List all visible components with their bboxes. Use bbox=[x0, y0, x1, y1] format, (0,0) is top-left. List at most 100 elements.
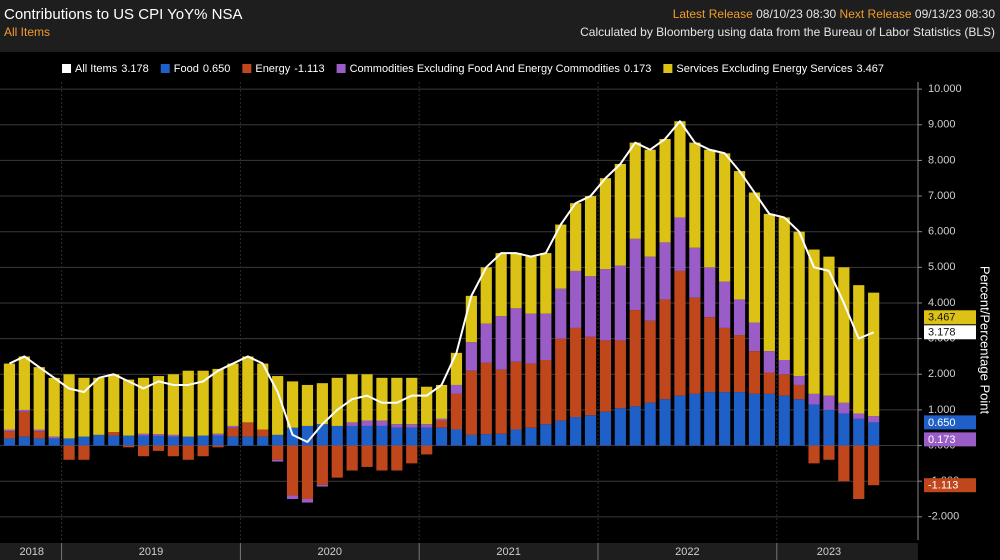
bar-segment bbox=[629, 310, 641, 407]
bar-segment bbox=[793, 384, 805, 400]
bar-segment bbox=[316, 445, 328, 485]
bar-segment bbox=[868, 292, 880, 417]
bar-segment bbox=[584, 415, 597, 446]
bar-segment bbox=[644, 149, 656, 257]
bar-segment bbox=[406, 377, 418, 425]
bar-segment bbox=[719, 281, 731, 328]
bar-segment bbox=[272, 376, 284, 435]
bar-segment bbox=[838, 413, 850, 446]
bar-segment bbox=[540, 360, 552, 425]
bar-segment bbox=[182, 445, 194, 460]
y-tick-label: 10.000 bbox=[928, 83, 962, 95]
bar-segment bbox=[868, 416, 880, 423]
bar-segment bbox=[704, 317, 716, 393]
bar-segment bbox=[3, 431, 16, 439]
bar-segment bbox=[808, 445, 820, 464]
bar-segment bbox=[614, 163, 626, 266]
bar-segment bbox=[33, 431, 45, 439]
bar-segment bbox=[555, 288, 567, 339]
bar-segment bbox=[435, 427, 448, 446]
bar-segment bbox=[763, 372, 775, 394]
bar-segment bbox=[212, 368, 224, 434]
y-tick-label: 2.000 bbox=[928, 368, 956, 380]
bar-segment bbox=[3, 429, 16, 432]
bar-segment bbox=[495, 316, 507, 370]
bar-segment bbox=[286, 495, 299, 500]
bar-segment bbox=[108, 432, 120, 436]
bar-segment bbox=[435, 384, 448, 419]
bar-segment bbox=[301, 499, 314, 503]
bar-segment bbox=[286, 381, 299, 428]
bar-segment bbox=[733, 171, 746, 300]
bar-segment bbox=[450, 429, 463, 446]
bar-segment bbox=[853, 445, 865, 500]
bar-segment bbox=[823, 256, 835, 396]
legend-swatch bbox=[160, 64, 170, 73]
bar-segment bbox=[391, 377, 403, 425]
bar-segment bbox=[823, 395, 835, 410]
bar-segment bbox=[242, 422, 254, 437]
value-badge bbox=[924, 432, 976, 447]
bar-segment bbox=[853, 285, 865, 414]
bar-segment bbox=[361, 425, 373, 446]
value-badge-label: 0.650 bbox=[928, 417, 956, 429]
bar-segment bbox=[406, 445, 418, 464]
bar-segment bbox=[480, 323, 492, 363]
bar-segment bbox=[614, 408, 626, 446]
bar-segment bbox=[63, 445, 75, 460]
bar-segment bbox=[152, 376, 165, 435]
bar-segment bbox=[257, 363, 269, 430]
y-tick-label: -2.000 bbox=[928, 511, 959, 523]
bar-segment bbox=[286, 445, 299, 496]
x-axis-strip bbox=[0, 543, 918, 560]
bar-segment bbox=[63, 438, 75, 446]
bar-segment bbox=[748, 351, 761, 394]
bar-segment bbox=[480, 434, 492, 446]
legend-value: 0.173 bbox=[624, 63, 652, 75]
bar-segment bbox=[540, 253, 552, 314]
bar-segment bbox=[719, 392, 731, 446]
bar-segment bbox=[346, 425, 358, 446]
bar-segment bbox=[570, 270, 582, 328]
legend-label: Food bbox=[174, 63, 199, 75]
bar-segment bbox=[421, 427, 433, 446]
bar-segment bbox=[361, 374, 373, 421]
bar-segment bbox=[793, 376, 805, 385]
bar-segment bbox=[659, 139, 671, 243]
bar-segment bbox=[778, 360, 790, 375]
bar-segment bbox=[78, 377, 90, 437]
bar-segment bbox=[18, 411, 30, 437]
bar-segment bbox=[570, 417, 582, 446]
bar-segment bbox=[808, 393, 820, 405]
bar-segment bbox=[316, 383, 328, 425]
bar-segment bbox=[689, 297, 701, 394]
bar-segment bbox=[853, 418, 865, 446]
bar-segment bbox=[525, 363, 537, 428]
bar-segment bbox=[257, 429, 269, 437]
bar-segment bbox=[644, 402, 656, 446]
latest-release-label: Latest Release bbox=[673, 7, 753, 21]
bar-segment bbox=[510, 429, 522, 446]
bar-segment bbox=[629, 238, 641, 311]
bar-segment bbox=[495, 369, 507, 434]
bar-segment bbox=[450, 384, 463, 394]
bar-segment bbox=[78, 436, 90, 446]
bar-segment bbox=[227, 425, 239, 428]
bar-segment bbox=[644, 256, 656, 321]
bar-segment bbox=[659, 299, 671, 400]
bar-segment bbox=[599, 178, 612, 270]
bar-segment bbox=[421, 386, 433, 425]
bar-segment bbox=[540, 313, 552, 361]
value-badge bbox=[924, 325, 976, 340]
y-tick-label: 7.000 bbox=[928, 190, 956, 202]
bar-segment bbox=[659, 399, 671, 446]
value-badge-label: 0.173 bbox=[928, 434, 956, 446]
next-release-label: Next Release bbox=[840, 7, 912, 21]
legend-label: Services Excluding Energy Services bbox=[676, 63, 853, 75]
bar-segment bbox=[748, 322, 761, 352]
bar-segment bbox=[301, 384, 314, 426]
bar-segment bbox=[808, 249, 820, 394]
bar-segment bbox=[793, 231, 805, 377]
